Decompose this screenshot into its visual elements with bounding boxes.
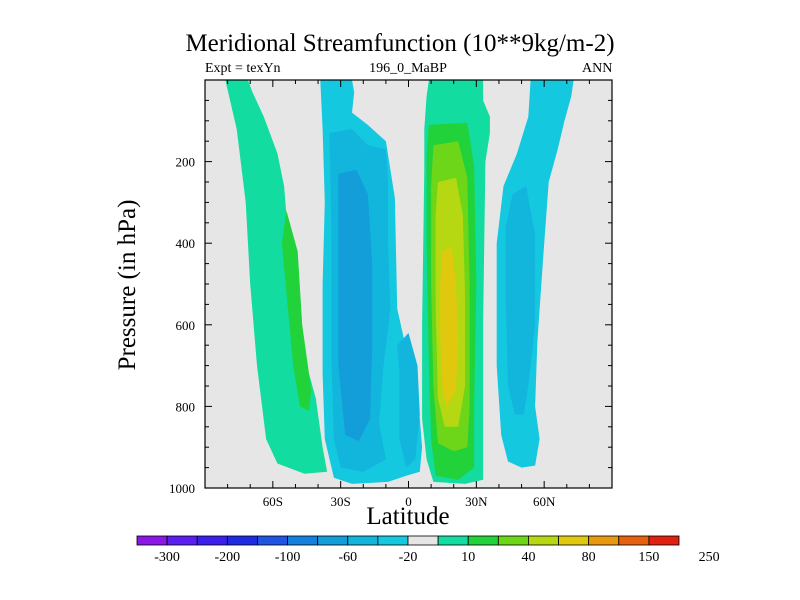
colorbar-label: 40 <box>521 550 535 565</box>
y-tick-label: 600 <box>176 318 196 333</box>
x-tick-label: 0 <box>405 494 412 509</box>
colorbar-box <box>467 535 499 546</box>
y-tick-label: 400 <box>176 236 196 251</box>
x-axis-label: Latitude <box>366 503 450 530</box>
colorbar-box <box>196 535 228 546</box>
colorbar-box <box>166 535 198 546</box>
subtitle-left: Expt = texYn <box>205 61 281 76</box>
colorbar-box <box>226 535 258 546</box>
x-tick-label: 60N <box>533 494 556 509</box>
colorbar-box <box>136 535 168 546</box>
colorbar-box <box>437 535 469 546</box>
chart-title: Meridional Streamfunction (10**9kg/m-2) <box>185 30 615 57</box>
colorbar-box <box>648 535 680 546</box>
colorbar-label: -100 <box>275 550 301 565</box>
subtitle-right: ANN <box>582 61 613 76</box>
contour-fill <box>440 247 459 407</box>
colorbar-label: 10 <box>461 550 475 565</box>
subtitle-center: 196_0_MaBP <box>369 61 447 76</box>
colorbar-label: -300 <box>154 550 180 565</box>
y-tick-label: 1000 <box>169 481 195 496</box>
colorbar-box <box>347 535 379 546</box>
colorbar-label: 250 <box>699 550 720 565</box>
y-tick-label: 200 <box>176 155 196 170</box>
x-tick-label: 60S <box>263 494 283 509</box>
colorbar-box <box>528 535 559 546</box>
colorbar-box <box>497 535 529 546</box>
x-tick-label: 30N <box>465 494 488 509</box>
contour-fill <box>397 333 420 468</box>
contour-fill <box>338 169 373 442</box>
colorbar-box <box>287 535 319 546</box>
colorbar-label: 150 <box>638 550 659 565</box>
colorbar-box <box>618 535 650 546</box>
colorbar-box <box>257 535 288 546</box>
colorbar-box <box>407 535 439 546</box>
colorbar-box <box>558 535 590 546</box>
contour-fill <box>505 186 536 415</box>
colorbar-label: -20 <box>399 550 418 565</box>
x-tick-label: 30S <box>331 494 351 509</box>
contour-fill <box>281 210 312 411</box>
colorbar-box <box>317 535 349 546</box>
colorbar-label: 80 <box>582 550 596 565</box>
colorbar-box <box>377 535 409 546</box>
colorbar-box <box>588 535 620 546</box>
colorbar-label: -200 <box>214 550 240 565</box>
colorbar-label: -60 <box>338 550 357 565</box>
y-tick-label: 800 <box>176 399 196 414</box>
